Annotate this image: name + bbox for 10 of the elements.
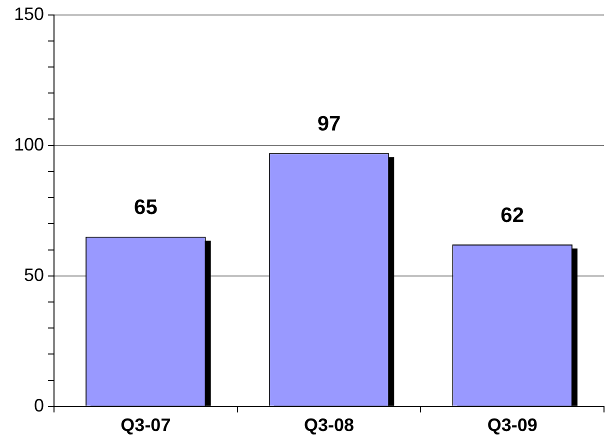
data-label: 97 xyxy=(317,112,341,136)
data-label: 62 xyxy=(500,204,524,227)
y-tick-label: 100 xyxy=(14,134,44,154)
x-tick-label: Q3-07 xyxy=(120,415,171,436)
y-tick-label: 0 xyxy=(34,395,44,416)
data-label: 65 xyxy=(134,196,158,220)
y-tick-label: 50 xyxy=(24,264,44,285)
x-tick-label: Q3-09 xyxy=(487,415,538,436)
x-tick-label: Q3-08 xyxy=(304,415,354,436)
y-tick-label: 150 xyxy=(14,4,44,24)
